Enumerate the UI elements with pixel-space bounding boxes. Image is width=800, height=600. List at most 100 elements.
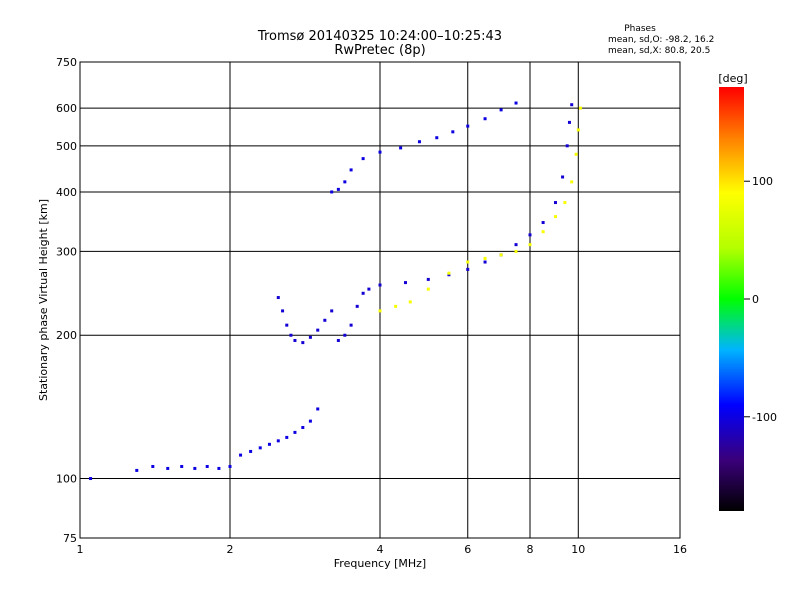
colorbar-tick-label: 0 — [752, 293, 759, 306]
data-point — [180, 464, 184, 468]
grid-lines — [80, 62, 680, 538]
data-point — [330, 190, 334, 194]
data-point — [285, 435, 289, 439]
y-tick-label: 750 — [56, 56, 77, 69]
stats-line-x: mean, sd,X: 80.8, 20.5 — [608, 46, 710, 56]
x-axis-ticks: 1 2 4 6 8 10 16 — [77, 543, 688, 556]
y-tick-label: 400 — [56, 186, 77, 199]
x-tick-label: 4 — [377, 543, 384, 556]
stats-header: Phases — [624, 24, 656, 34]
data-point — [483, 117, 487, 121]
data-point — [316, 407, 320, 411]
data-point — [403, 281, 407, 285]
data-point — [276, 439, 280, 443]
data-point — [567, 120, 571, 124]
data-point — [166, 466, 170, 470]
data-point — [451, 130, 455, 134]
x-tick-label: 16 — [673, 543, 687, 556]
data-point — [293, 338, 297, 342]
data-point — [343, 180, 347, 184]
data-point — [563, 201, 567, 205]
data-point — [394, 304, 398, 308]
data-point — [355, 304, 359, 308]
data-point — [336, 338, 340, 342]
colorbar-tick-label: -100 — [752, 411, 777, 424]
data-point — [285, 323, 289, 327]
data-point — [378, 150, 382, 154]
data-point — [281, 309, 285, 313]
data-point — [378, 309, 382, 313]
data-point — [293, 430, 297, 434]
x-tick-label: 8 — [527, 543, 534, 556]
data-point — [205, 464, 209, 468]
data-point — [135, 468, 139, 472]
data-point — [228, 464, 232, 468]
data-point — [466, 267, 470, 271]
colorbar-label: [deg] — [718, 72, 747, 85]
colorbar-tick-label: 100 — [752, 175, 773, 188]
data-point — [426, 287, 430, 291]
chart-title: Tromsø 20140325 10:24:00–10:25:43 — [257, 29, 502, 44]
y-axis-ticks: 75 100 200 300 400 500 600 750 — [56, 56, 77, 545]
x-tick-label: 1 — [77, 543, 84, 556]
y-tick-label: 500 — [56, 140, 77, 153]
x-tick-label: 2 — [227, 543, 234, 556]
x-axis-label: Frequency [MHz] — [334, 557, 426, 570]
y-tick-label: 200 — [56, 329, 77, 342]
data-point — [578, 106, 582, 110]
data-point — [447, 273, 451, 277]
plot-frame — [79, 61, 681, 539]
data-point — [499, 253, 503, 257]
data-point — [336, 187, 340, 191]
colorbar-ticks: 100 0 -100 — [744, 175, 777, 424]
data-point — [308, 419, 312, 423]
data-point — [399, 146, 403, 150]
y-tick-label: 600 — [56, 102, 77, 115]
data-point — [417, 140, 421, 144]
data-point — [514, 243, 518, 247]
data-point — [426, 277, 430, 281]
data-point — [483, 260, 487, 264]
data-point — [308, 335, 312, 339]
data-point — [267, 442, 271, 446]
data-point — [249, 449, 253, 453]
data-point — [528, 243, 532, 247]
data-point — [361, 157, 365, 161]
y-axis-label: Stationary phase Virtual Height [km] — [37, 199, 50, 401]
data-point — [258, 446, 262, 450]
data-point — [276, 296, 280, 300]
data-point — [367, 287, 371, 291]
data-point — [466, 124, 470, 128]
data-point — [408, 300, 412, 304]
data-point — [217, 466, 221, 470]
data-point — [343, 333, 347, 337]
data-point — [378, 283, 382, 287]
data-point — [570, 180, 574, 184]
y-tick-label: 100 — [56, 473, 77, 486]
data-point — [289, 333, 293, 337]
data-point — [553, 201, 557, 205]
y-tick-label: 300 — [56, 245, 77, 258]
data-point — [193, 466, 197, 470]
data-point — [349, 168, 353, 172]
data-point — [301, 341, 305, 345]
data-point — [514, 249, 518, 253]
data-point — [330, 309, 334, 313]
data-point — [323, 318, 327, 322]
data-point — [316, 328, 320, 332]
data-point — [447, 271, 451, 275]
data-point — [576, 128, 580, 132]
data-point — [574, 152, 578, 156]
data-point — [541, 230, 545, 234]
chart-subtitle: RwPretec (8p) — [334, 43, 425, 58]
data-point — [514, 101, 518, 105]
data-point — [151, 464, 155, 468]
data-point — [466, 260, 470, 264]
data-point — [570, 103, 574, 107]
colorbar — [719, 87, 744, 511]
data-point — [528, 233, 532, 237]
data-point — [553, 215, 557, 219]
data-point — [435, 136, 439, 140]
y-tick-label: 75 — [63, 532, 77, 545]
